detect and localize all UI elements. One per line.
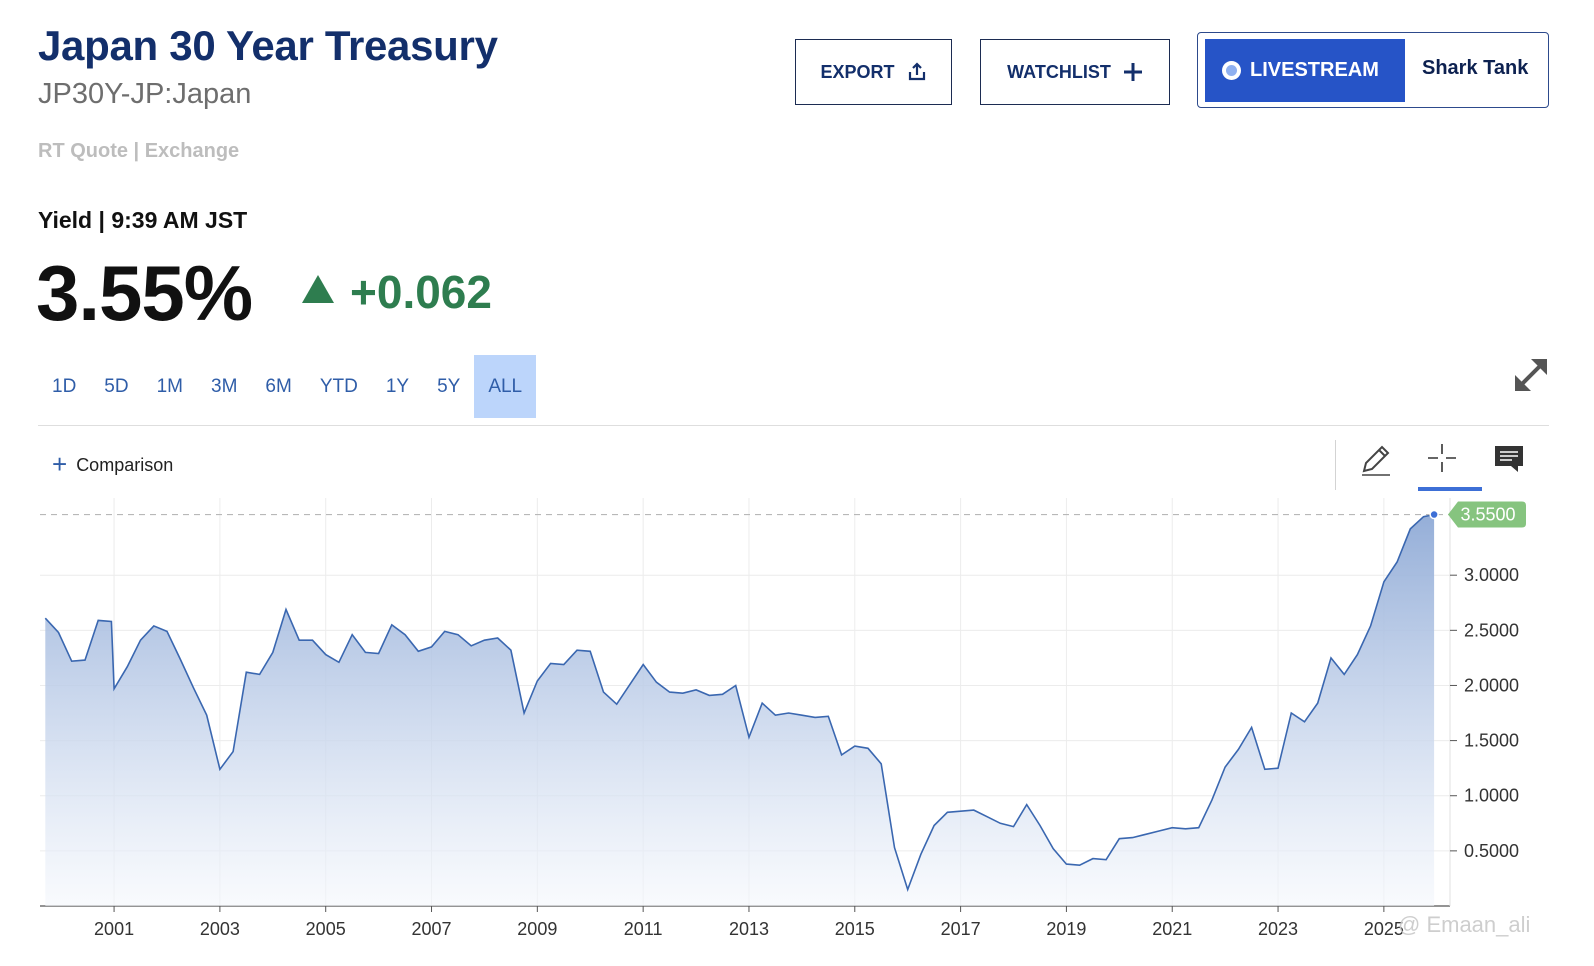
yield-chart[interactable]: 2001 2003 2005 2007 2009 2011 2013 2015 2017 2019… — [0, 490, 1594, 966]
livestream-button[interactable]: LIVESTREAM — [1205, 39, 1405, 102]
last-value-label: 3.5500 — [1460, 505, 1515, 525]
comparison-button[interactable]: + Comparison — [52, 449, 174, 479]
last-point — [1429, 509, 1439, 520]
x-tick-label: 2013 — [729, 919, 769, 939]
range-tab-5y[interactable]: 5Y — [437, 375, 461, 397]
y-tick-label: 1.0000 — [1464, 786, 1519, 806]
livestream-label: LIVESTREAM — [1250, 59, 1379, 81]
y-tick-label: 3.0000 — [1464, 565, 1519, 585]
quote-source: RT Quote | Exchange — [38, 140, 240, 162]
x-tick-label: 2019 — [1046, 919, 1086, 939]
range-tab-5d[interactable]: 5D — [104, 375, 129, 397]
x-tick-label: 2017 — [941, 919, 981, 939]
y-tick-label: 0.5000 — [1464, 841, 1519, 861]
x-tick-label: 2021 — [1152, 919, 1192, 939]
export-label: EXPORT — [820, 61, 895, 82]
x-tick-label: 2011 — [624, 919, 663, 939]
live-dot-icon — [1222, 61, 1241, 80]
range-tab-all[interactable]: ALL — [474, 355, 537, 418]
yield-value: 3.55% — [36, 249, 253, 337]
yield-change: +0.062 — [350, 266, 492, 318]
yield-area — [45, 514, 1435, 906]
crosshair-icon[interactable] — [1420, 440, 1464, 480]
yield-line — [44, 513, 1435, 892]
range-tab-1y[interactable]: 1Y — [385, 375, 410, 397]
x-tick-label: 2001 — [94, 919, 134, 939]
shark-tank-link[interactable]: Shark Tank — [1422, 57, 1529, 79]
comment-icon[interactable] — [1487, 440, 1531, 480]
range-tab-6m[interactable]: 6M — [265, 375, 292, 397]
x-tick-label: 2009 — [517, 919, 557, 939]
range-tab-3m[interactable]: 3M — [211, 375, 238, 397]
range-tab-ytd[interactable]: YTD — [319, 375, 358, 397]
x-tick-label: 2025 — [1364, 919, 1404, 939]
pencil-icon[interactable] — [1354, 440, 1398, 480]
range-tab-1m[interactable]: 1M — [156, 375, 183, 397]
toolbar-separator — [1335, 440, 1336, 490]
x-tick-label: 2005 — [306, 919, 346, 939]
watchlist-button[interactable]: WATCHLIST — [980, 39, 1170, 105]
active-tool-indicator — [1418, 487, 1482, 491]
x-tick-label: 2003 — [200, 919, 240, 939]
plus-icon: + — [52, 449, 68, 479]
y-tick-label: 2.0000 — [1464, 675, 1519, 695]
last-value-badge — [1448, 501, 1526, 528]
yield-time-label: Yield | 9:39 AM JST — [38, 207, 248, 233]
symbol-label: JP30Y-JP:Japan — [38, 78, 252, 110]
page-title: Japan 30 Year Treasury — [38, 22, 498, 69]
range-selector: 1D 5D 1M 3M 6M YTD 1Y 5Y ALL — [38, 355, 537, 418]
header-divider — [38, 425, 1549, 426]
y-tick-label: 1.5000 — [1464, 731, 1519, 751]
expand-icon[interactable] — [1509, 353, 1553, 397]
y-tick-label: 2.5000 — [1464, 620, 1519, 640]
share-icon — [907, 62, 927, 82]
watchlist-label: WATCHLIST — [1007, 61, 1111, 82]
x-tick-label: 2023 — [1258, 919, 1298, 939]
x-tick-label: 2015 — [835, 919, 875, 939]
watermark: @ Emaan_ali — [1398, 912, 1531, 937]
x-tick-label: 2007 — [411, 919, 451, 939]
livestream-panel: LIVESTREAM Shark Tank — [1197, 32, 1549, 108]
range-tab-1d[interactable]: 1D — [52, 375, 77, 397]
plus-icon — [1123, 62, 1143, 82]
arrow-up-icon — [302, 275, 334, 303]
export-button[interactable]: EXPORT — [795, 39, 952, 105]
comparison-label: Comparison — [76, 455, 174, 475]
